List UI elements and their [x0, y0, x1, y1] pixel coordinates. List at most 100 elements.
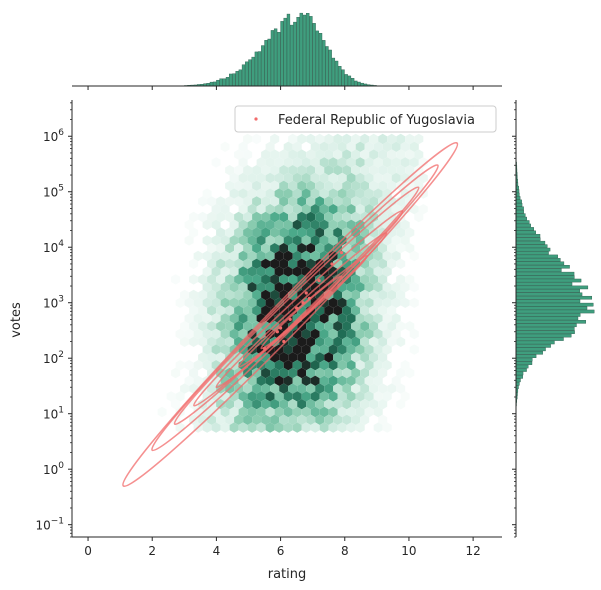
hex-cell [324, 367, 334, 379]
x-ticks: 0 2 4 6 8 10 12 [84, 537, 481, 558]
hex-cell [391, 313, 401, 324]
hex-cell [355, 313, 365, 324]
hex-cell [243, 165, 253, 176]
hex-cell [279, 414, 289, 425]
hex-cell [315, 383, 325, 394]
hex-cell [396, 367, 406, 379]
hex-cell [306, 243, 316, 254]
hex-cell [369, 258, 379, 269]
hex-cell [328, 188, 338, 199]
marginal-y-bar [515, 306, 588, 310]
hex-cell [283, 422, 293, 433]
marginal-y-bar [515, 344, 551, 348]
hex-cell [396, 399, 406, 410]
hex-cell [301, 188, 311, 199]
hex-cell [288, 227, 298, 238]
hex-cell [288, 196, 298, 207]
hex-cell [252, 383, 262, 394]
hex-cell [238, 250, 248, 262]
hex-cell [400, 235, 410, 246]
hex-cell [360, 399, 370, 410]
hex-cell [355, 157, 365, 168]
hex-cell [274, 406, 284, 418]
hex-cell [342, 305, 352, 316]
hex-cell [351, 149, 361, 160]
marginal-y-bar [515, 282, 573, 286]
marginal-y-bar [515, 220, 530, 224]
hex-cell [243, 196, 253, 207]
hex-cell [364, 391, 374, 402]
legend: Federal Republic of Yugoslavia [234, 105, 497, 133]
x-tick-label: 12 [465, 544, 480, 558]
hex-cell [301, 328, 311, 340]
hex-cell [202, 422, 212, 433]
hex-cell [247, 188, 257, 199]
marginal-x-bar [312, 23, 316, 87]
hex-cell [315, 211, 325, 223]
hex-cell [216, 336, 226, 347]
hex-cell [292, 375, 302, 386]
marginal-x-bar [222, 78, 226, 87]
hex-cell [400, 282, 410, 293]
y-tick-label: 102 [43, 350, 64, 366]
hex-cell [220, 344, 230, 355]
hex-cell [216, 414, 226, 425]
hex-cell [288, 414, 298, 425]
hex-cell [216, 274, 226, 285]
hex-cell [189, 227, 199, 238]
hex-cell [225, 196, 235, 207]
hex-cell [189, 258, 199, 269]
hex-cell [274, 157, 284, 168]
hex-cell [292, 406, 302, 418]
hex-cell [391, 250, 401, 262]
marginal-y-bar [515, 381, 520, 386]
hex-cell [220, 282, 230, 293]
hex-cell [409, 297, 419, 308]
hex-cell [238, 141, 248, 152]
marginal-x-bar [354, 80, 358, 87]
hex-cell [310, 391, 320, 402]
hex-cell [220, 422, 230, 433]
hex-cell [405, 367, 415, 379]
hex-cell [247, 422, 257, 433]
hex-cell [292, 172, 302, 184]
scatter-point [275, 330, 279, 334]
hex-cell [198, 321, 208, 332]
hex-cell [373, 219, 383, 230]
marginal-x-bar [257, 51, 262, 87]
marginal-y-bar [515, 330, 575, 334]
marginal-y-bar [515, 371, 524, 376]
marginal-y-bar [515, 237, 541, 242]
marginal-y-bar [515, 196, 521, 200]
hex-cell [238, 313, 248, 324]
hex-cell [346, 422, 356, 433]
hex-cell [238, 391, 248, 402]
hex-cell [337, 406, 347, 418]
hex-cell [369, 149, 379, 160]
marginal-y-bar [515, 216, 528, 221]
hex-cell [184, 219, 194, 230]
marginal-x-bar [267, 38, 271, 87]
hex-cell [256, 422, 266, 433]
hex-cell [324, 305, 334, 316]
hex-cell [270, 180, 280, 191]
hex-cell [342, 227, 352, 238]
hex-cell [360, 289, 370, 301]
hex-cell [333, 414, 343, 425]
hex-cell [369, 274, 379, 285]
hex-cell [346, 391, 356, 402]
hex-cell [337, 141, 347, 152]
hex-cell [306, 336, 316, 347]
marginal-x-bar [254, 51, 259, 87]
marginal-y-bar [515, 227, 534, 231]
marginal-x-bar [251, 56, 255, 87]
hex-cell [207, 289, 217, 301]
hex-cell [378, 383, 388, 394]
hex-cell [189, 321, 199, 332]
marginal-x-bar [261, 45, 265, 87]
marginal-y-bar [515, 295, 593, 300]
x-tick-label: 0 [84, 544, 92, 558]
hex-cell [342, 383, 352, 394]
marginal-y-bar [515, 309, 595, 314]
hex-cell [301, 250, 311, 262]
